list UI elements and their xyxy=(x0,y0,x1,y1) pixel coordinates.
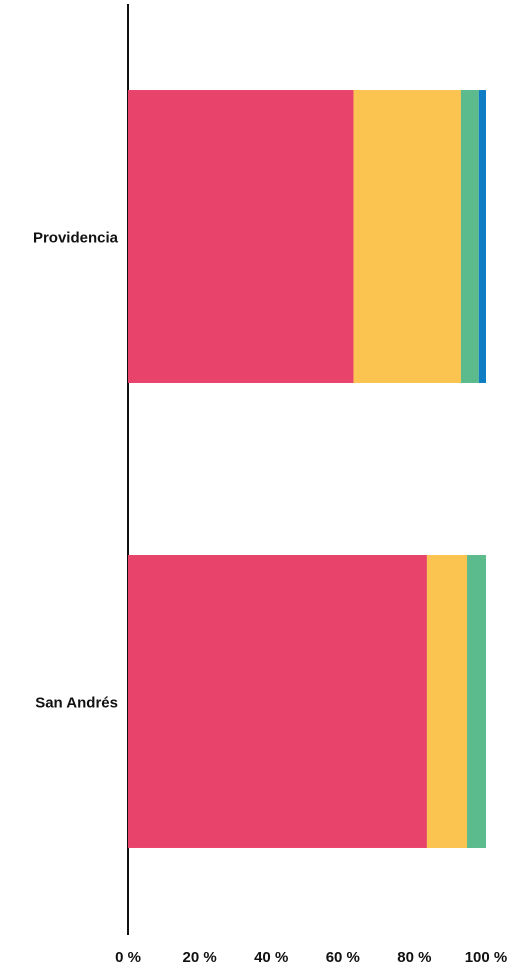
y-tick-label: San Andrés xyxy=(35,694,118,711)
y-tick-label: Providencia xyxy=(33,229,119,246)
x-tick-label: 40 % xyxy=(254,949,288,966)
x-tick-label: 60 % xyxy=(326,949,360,966)
bar-segment xyxy=(426,555,468,848)
bar-segment xyxy=(353,90,461,383)
bar-segment xyxy=(467,555,486,848)
bar-segment xyxy=(128,555,427,848)
x-tick-label: 80 % xyxy=(397,949,431,966)
x-tick-label: 0 % xyxy=(115,949,141,966)
x-tick-label: 20 % xyxy=(182,949,216,966)
x-tick-label: 100 % xyxy=(465,949,508,966)
bar-segment xyxy=(460,90,479,383)
bar-segment xyxy=(478,90,486,383)
bar-segment xyxy=(128,90,354,383)
